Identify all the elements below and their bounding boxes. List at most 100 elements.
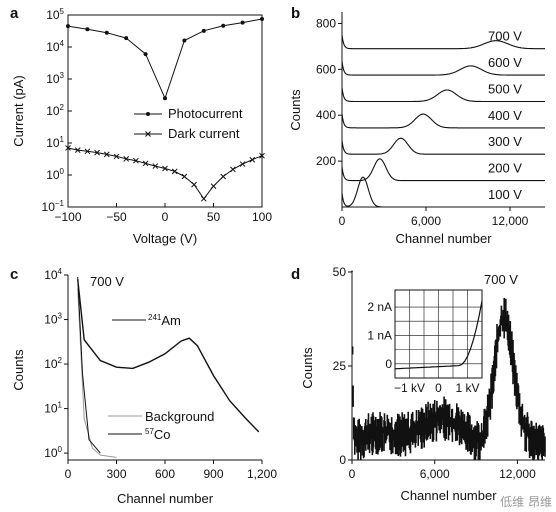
panel-c-y-tick-label: 102 xyxy=(44,356,62,371)
panel-b-x-tick-label: 12,000 xyxy=(492,214,529,228)
panel-d-inset-x-tick-label: 1 kV xyxy=(455,381,479,395)
panel-b-y-tick-label: 600 xyxy=(316,62,336,76)
panel-b-y-axis-label: Counts xyxy=(288,89,303,131)
panel-d-inset-x-tick-label: −1 kV xyxy=(394,381,425,395)
panel-b-voltage-label: 300 V xyxy=(488,134,522,149)
panel-a-dark-current-point xyxy=(249,156,256,163)
panel-c-x-tick-label: 300 xyxy=(106,467,126,481)
panel-a-x-tick-label: 0 xyxy=(162,210,169,224)
panel-a-y-tick-label: 102 xyxy=(46,103,64,118)
panel-a-photocurrent-point xyxy=(240,20,245,25)
panel-a-x-tick-label: 50 xyxy=(207,210,221,224)
panel-d-inset-y-tick-label: 0 xyxy=(385,357,392,371)
panel-c-y-tick-label: 103 xyxy=(44,312,62,327)
panel-a-y-tick-label: 101 xyxy=(46,135,64,150)
panel-a-dark-current-point xyxy=(162,165,168,172)
panel-c-y-tick-label: 104 xyxy=(44,267,62,282)
panel-a-y-tick-label: 104 xyxy=(46,39,64,54)
panel-a-y-tick-label: 10−1 xyxy=(42,199,65,214)
panel-b-voltage-label: 100 V xyxy=(488,187,522,202)
panel-a-legend-label: Photocurrent xyxy=(168,106,243,121)
panel-c-voltage-annotation: 700 V xyxy=(90,274,124,289)
panel-b-voltage-label: 400 V xyxy=(488,108,522,123)
panel-b-x-tick-label: 6,000 xyxy=(411,214,441,228)
panel-b-y-tick-label: 800 xyxy=(316,16,336,30)
panel-a-dark-current-point xyxy=(74,147,81,153)
panel-a-photocurrent-point xyxy=(201,28,206,33)
panel-c-x-tick-label: 900 xyxy=(203,467,223,481)
panel-letter-b: b xyxy=(291,5,300,22)
panel-a-dark-current-point xyxy=(103,151,110,158)
panel-c-legend-co-label: 57Co xyxy=(145,427,171,442)
panel-a-photocurrent-point xyxy=(143,52,148,57)
panel-d-y-tick-label: 25 xyxy=(333,359,347,373)
panel-a-dark-current-point xyxy=(133,157,139,164)
panel-c-am241-spectrum-chart: 0 300 600 900 1,200 100 101 102 103 104 Channel nu… xyxy=(11,267,277,506)
panel-b-x-tick-label: 0 xyxy=(339,214,346,228)
panel-c-x-tick-label: 0 xyxy=(65,467,72,481)
panel-b-voltage-spectra-chart: 0 6,000 12,000 200 400 600 800 Channel number Co… xyxy=(288,12,545,246)
panel-c-series-line-0 xyxy=(77,279,260,433)
panel-a-dark-current-point xyxy=(191,181,197,188)
panel-a-legend-label: Dark current xyxy=(168,126,240,141)
panel-a-photocurrent-point xyxy=(104,30,109,35)
panel-a-dark-current-point xyxy=(220,173,227,180)
panel-a-x-axis-label: Voltage (V) xyxy=(133,231,197,246)
panel-a-photocurrent-line xyxy=(67,18,263,100)
panel-a-x-tick-label: −50 xyxy=(106,210,127,224)
panel-c-x-tick-label: 1,200 xyxy=(247,467,277,481)
panel-a-y-tick-label: 100 xyxy=(46,167,64,182)
panel-b-y-tick-label: 200 xyxy=(316,154,336,168)
panel-a-legend-marker xyxy=(146,112,150,116)
panel-a-dark-current-point xyxy=(65,145,71,151)
panel-a-dark-current-point xyxy=(113,153,120,160)
panel-c-x-tick-label: 600 xyxy=(155,467,175,481)
panel-d-voltage-annotation: 700 V xyxy=(484,272,518,287)
panel-b-spectrum-1 xyxy=(341,158,545,182)
panel-d-inset-y-tick-label: 1 nA xyxy=(367,328,392,342)
panel-a-dark-current-point xyxy=(84,148,91,155)
panel-d-x-tick-label: 6,000 xyxy=(420,467,450,481)
panel-d-y-axis-label: Counts xyxy=(300,347,315,389)
panel-a-photocurrent-point xyxy=(124,36,129,41)
panel-a-y-tick-label: 103 xyxy=(46,71,64,86)
panel-a-y-axis-label: Current (pA) xyxy=(11,75,26,147)
panel-a-dark-current-point xyxy=(200,195,207,202)
panel-b-voltage-label: 200 V xyxy=(488,161,522,176)
panel-d-x-tick-label: 12,000 xyxy=(499,467,536,481)
panel-c-x-axis-label: Channel number xyxy=(117,491,214,506)
watermark-text: 低维 昂维 xyxy=(500,495,552,509)
panel-a-photocurrent-point xyxy=(85,27,90,32)
panel-a-dark-current-point xyxy=(210,183,217,189)
panel-c-legend-am-label: 241Am xyxy=(148,313,181,328)
panel-c-y-tick-label: 100 xyxy=(44,445,62,460)
panel-c-y-axis-label: Counts xyxy=(11,349,26,391)
panel-a-photocurrent-point xyxy=(221,23,226,28)
panel-c-legend-background-label: Background xyxy=(145,409,214,424)
panel-d-spectrum xyxy=(351,270,546,460)
panel-d-y-tick-label: 0 xyxy=(339,453,346,467)
panel-a-legend-marker xyxy=(145,131,151,137)
panel-letter-a: a xyxy=(10,5,19,22)
panel-a-dark-current-point xyxy=(181,173,188,180)
panel-c-series-line-1 xyxy=(77,288,117,458)
panel-c-series-line-2 xyxy=(77,276,101,454)
panel-b-spectrum-5 xyxy=(341,61,545,76)
panel-a-x-tick-label: −100 xyxy=(54,210,81,224)
panel-b-voltage-label: 700 V xyxy=(488,29,522,44)
panel-letter-d: d xyxy=(291,266,300,283)
panel-b-spectrum-0 xyxy=(341,176,545,208)
panel-a-dark-current-point xyxy=(94,149,100,156)
panel-a-photocurrent-point xyxy=(182,38,187,43)
panel-a-photocurrent-chart: −100 −50 0 50 100 10−1 100 101 102 103 104 105 Volta… xyxy=(11,7,272,246)
panel-b-voltage-label: 600 V xyxy=(488,55,522,70)
panel-a-x-tick-label: 100 xyxy=(252,210,272,224)
panel-b-x-axis-label: Channel number xyxy=(395,231,492,246)
panel-a-dark-current-point xyxy=(230,166,236,173)
panel-a-dark-current-line xyxy=(67,147,263,200)
panel-d-inset-y-tick-label: 2 nA xyxy=(367,300,392,314)
panel-b-spectrum-6 xyxy=(341,34,545,50)
panel-b-spectrum-3 xyxy=(341,113,545,129)
panel-a-dark-current-point xyxy=(142,160,149,167)
